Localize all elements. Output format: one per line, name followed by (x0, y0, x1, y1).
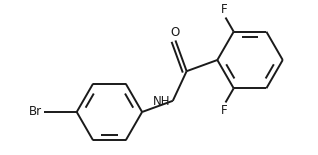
Text: NH: NH (153, 95, 170, 108)
Text: Br: Br (29, 106, 42, 118)
Text: O: O (171, 26, 180, 39)
Text: F: F (221, 3, 228, 16)
Text: F: F (221, 104, 228, 117)
